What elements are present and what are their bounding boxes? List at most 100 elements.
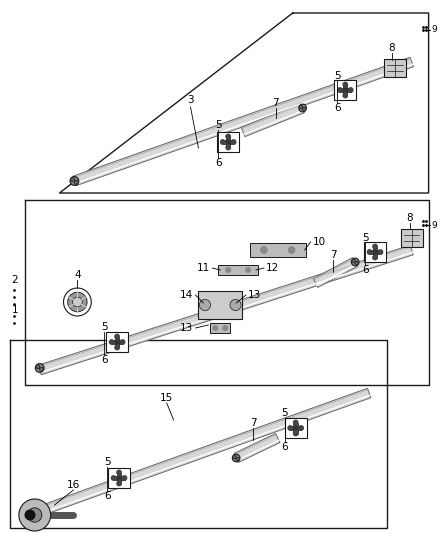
- Bar: [115, 336, 119, 348]
- Circle shape: [373, 255, 377, 260]
- Circle shape: [25, 510, 35, 520]
- Polygon shape: [38, 245, 413, 375]
- Bar: [117, 472, 121, 483]
- Circle shape: [117, 476, 121, 480]
- Circle shape: [288, 426, 293, 430]
- Text: 5: 5: [334, 71, 341, 81]
- Text: 5: 5: [215, 120, 222, 130]
- Text: 5: 5: [362, 233, 368, 243]
- Circle shape: [293, 431, 298, 435]
- Circle shape: [236, 457, 240, 461]
- Bar: [370, 250, 381, 254]
- Circle shape: [293, 421, 298, 425]
- Polygon shape: [241, 103, 304, 136]
- Text: 6: 6: [104, 491, 110, 501]
- Polygon shape: [234, 433, 280, 463]
- Bar: [113, 476, 124, 480]
- Text: 13: 13: [180, 323, 194, 333]
- Text: 5: 5: [104, 457, 110, 467]
- Bar: [108, 468, 130, 488]
- Circle shape: [39, 367, 43, 372]
- Circle shape: [338, 88, 342, 92]
- Polygon shape: [73, 57, 413, 185]
- Circle shape: [120, 340, 125, 344]
- Text: 6: 6: [334, 103, 341, 113]
- Circle shape: [343, 82, 347, 87]
- Text: 10: 10: [313, 237, 326, 247]
- Circle shape: [71, 177, 74, 182]
- Text: 6: 6: [101, 355, 107, 365]
- Text: 8: 8: [406, 213, 413, 223]
- Circle shape: [64, 288, 91, 316]
- Text: 6: 6: [362, 265, 368, 275]
- Circle shape: [351, 258, 359, 266]
- Bar: [198, 291, 242, 319]
- Text: 16: 16: [67, 480, 80, 490]
- Circle shape: [355, 261, 359, 265]
- Text: 14: 14: [180, 290, 194, 300]
- Text: 7: 7: [330, 250, 337, 260]
- Circle shape: [232, 454, 240, 462]
- Circle shape: [74, 180, 78, 184]
- Circle shape: [19, 499, 51, 531]
- Circle shape: [367, 250, 372, 254]
- Circle shape: [115, 334, 119, 338]
- Circle shape: [223, 326, 227, 330]
- Circle shape: [294, 426, 298, 430]
- Text: 15: 15: [160, 393, 173, 403]
- Bar: [364, 242, 386, 262]
- Text: 8: 8: [389, 43, 395, 53]
- Circle shape: [122, 476, 127, 480]
- Circle shape: [117, 470, 121, 475]
- Circle shape: [289, 247, 295, 253]
- Bar: [218, 265, 258, 275]
- Polygon shape: [313, 257, 357, 287]
- Text: 6: 6: [282, 442, 288, 452]
- Circle shape: [73, 297, 82, 307]
- Circle shape: [352, 259, 355, 263]
- Circle shape: [230, 300, 241, 311]
- Bar: [290, 426, 301, 430]
- Circle shape: [221, 140, 225, 144]
- Bar: [210, 323, 230, 333]
- Bar: [373, 246, 377, 257]
- Bar: [334, 80, 356, 100]
- Bar: [217, 132, 239, 152]
- Polygon shape: [33, 388, 371, 518]
- Circle shape: [226, 140, 230, 144]
- Circle shape: [378, 250, 383, 254]
- Circle shape: [117, 481, 121, 486]
- Bar: [343, 85, 347, 95]
- Text: 13: 13: [248, 290, 261, 300]
- Circle shape: [343, 93, 347, 98]
- Bar: [401, 229, 423, 247]
- Bar: [384, 59, 406, 77]
- Circle shape: [373, 244, 377, 249]
- Bar: [285, 418, 307, 438]
- Circle shape: [299, 426, 303, 430]
- Circle shape: [299, 104, 307, 112]
- Circle shape: [231, 140, 236, 144]
- Bar: [112, 340, 123, 344]
- Circle shape: [111, 476, 116, 480]
- Circle shape: [199, 300, 211, 311]
- Circle shape: [303, 107, 306, 111]
- Text: 11: 11: [197, 263, 210, 273]
- Bar: [250, 243, 306, 257]
- Text: 12: 12: [266, 263, 279, 273]
- Circle shape: [115, 345, 119, 350]
- Circle shape: [261, 247, 267, 253]
- Bar: [223, 140, 233, 144]
- Circle shape: [226, 134, 230, 139]
- Text: 5: 5: [282, 408, 288, 418]
- Text: 2: 2: [11, 275, 18, 285]
- Text: 6: 6: [215, 158, 222, 168]
- Text: 4: 4: [74, 270, 81, 280]
- Circle shape: [36, 365, 40, 369]
- Circle shape: [110, 340, 114, 344]
- Bar: [293, 423, 298, 433]
- Circle shape: [246, 268, 250, 272]
- Circle shape: [115, 340, 119, 344]
- Circle shape: [28, 508, 42, 522]
- Text: 3: 3: [187, 95, 194, 105]
